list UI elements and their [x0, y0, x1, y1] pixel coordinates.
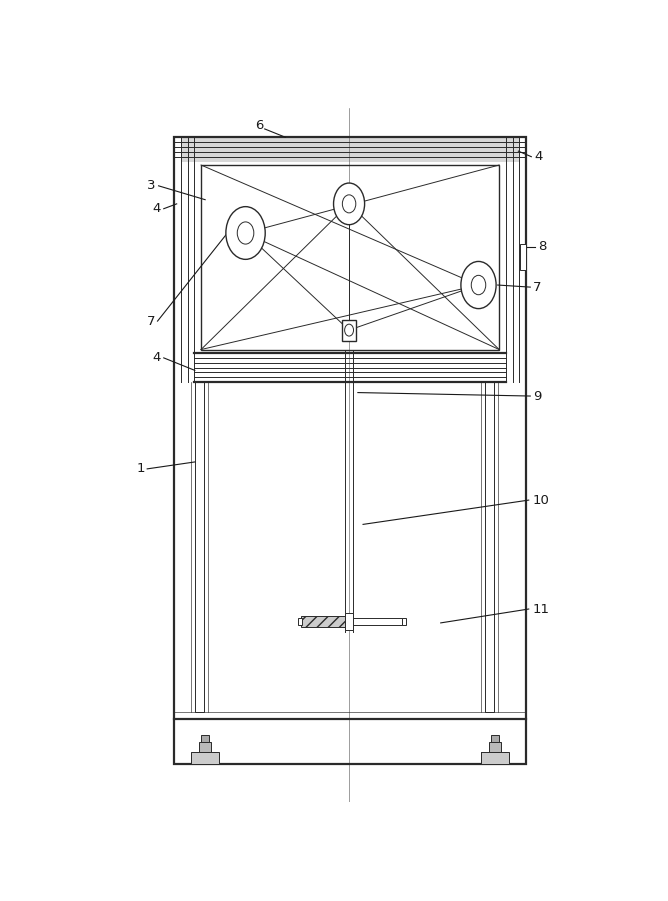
Text: 3: 3: [148, 179, 156, 192]
Bar: [481, 752, 509, 764]
Bar: [353, 618, 402, 625]
Bar: [492, 735, 499, 742]
Text: 10: 10: [533, 494, 550, 506]
Bar: [181, 137, 520, 161]
Bar: [191, 752, 219, 764]
Text: 6: 6: [255, 119, 264, 132]
Text: 4: 4: [153, 202, 161, 215]
Bar: [402, 618, 405, 625]
Text: 9: 9: [533, 389, 541, 403]
Bar: [201, 165, 499, 350]
Bar: [191, 752, 219, 764]
Text: 4: 4: [534, 150, 542, 163]
Bar: [481, 752, 509, 764]
Bar: [200, 742, 211, 752]
Text: 1: 1: [136, 462, 144, 476]
Text: 7: 7: [146, 314, 155, 328]
Bar: [174, 137, 526, 764]
Text: 8: 8: [538, 241, 546, 253]
Bar: [195, 382, 204, 712]
Bar: [301, 616, 345, 627]
Bar: [485, 382, 494, 712]
Bar: [520, 244, 526, 270]
Bar: [343, 320, 356, 341]
Circle shape: [226, 206, 265, 259]
Text: 11: 11: [533, 603, 550, 615]
Circle shape: [461, 261, 496, 309]
Bar: [490, 742, 501, 752]
Bar: [299, 618, 303, 625]
Text: 4: 4: [153, 351, 161, 364]
Bar: [202, 735, 209, 742]
Text: 7: 7: [533, 280, 541, 294]
Circle shape: [333, 183, 365, 224]
Bar: [345, 614, 353, 630]
